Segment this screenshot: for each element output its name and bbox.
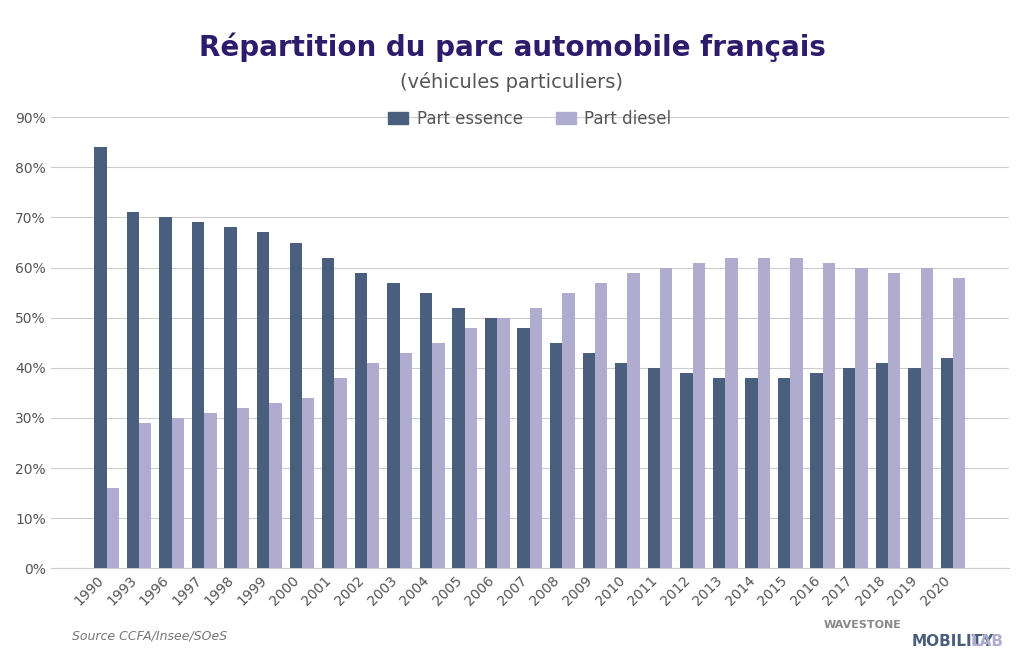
Bar — [323, 258, 335, 568]
Legend: Part essence, Part diesel: Part essence, Part diesel — [382, 103, 678, 134]
Bar — [237, 408, 249, 568]
Bar — [257, 232, 269, 568]
Bar — [628, 273, 640, 568]
Bar — [160, 217, 172, 568]
Text: (véhicules particuliers): (véhicules particuliers) — [400, 72, 624, 92]
Bar — [921, 268, 933, 568]
Text: Répartition du parc automobile français: Répartition du parc automobile français — [199, 33, 825, 62]
Bar — [647, 368, 660, 568]
Bar — [953, 277, 966, 568]
Bar — [517, 328, 529, 568]
Bar — [224, 228, 237, 568]
Bar — [823, 262, 836, 568]
Bar — [778, 378, 791, 568]
Bar — [529, 308, 542, 568]
Bar — [432, 343, 444, 568]
Bar — [498, 318, 510, 568]
Bar — [583, 353, 595, 568]
Bar — [204, 413, 217, 568]
Bar — [191, 222, 204, 568]
Bar — [908, 368, 921, 568]
Bar — [172, 418, 184, 568]
Bar — [354, 273, 367, 568]
Bar — [791, 258, 803, 568]
Bar — [387, 283, 399, 568]
Text: MOBILITY: MOBILITY — [911, 634, 993, 649]
Bar — [465, 328, 477, 568]
Text: WAVESTONE: WAVESTONE — [823, 620, 901, 630]
Bar — [94, 148, 106, 568]
Bar — [127, 213, 139, 568]
Bar — [595, 283, 607, 568]
Bar — [713, 378, 725, 568]
Bar — [758, 258, 770, 568]
Text: LAB: LAB — [971, 634, 1004, 649]
Bar — [550, 343, 562, 568]
Bar — [269, 403, 282, 568]
Bar — [399, 353, 412, 568]
Bar — [660, 268, 673, 568]
Bar — [615, 363, 628, 568]
Bar — [810, 373, 823, 568]
Bar — [692, 262, 705, 568]
Bar — [888, 273, 900, 568]
Bar — [745, 378, 758, 568]
Bar — [367, 363, 379, 568]
Bar — [290, 243, 302, 568]
Bar — [843, 368, 855, 568]
Bar — [485, 318, 498, 568]
Bar — [725, 258, 737, 568]
Bar — [335, 378, 347, 568]
Bar — [562, 293, 574, 568]
Bar — [302, 398, 314, 568]
Bar — [876, 363, 888, 568]
Bar — [855, 268, 867, 568]
Bar — [453, 308, 465, 568]
Bar — [680, 373, 692, 568]
Bar — [420, 293, 432, 568]
Text: Source CCFA/Insee/SOeS: Source CCFA/Insee/SOeS — [72, 630, 226, 643]
Bar — [106, 488, 119, 568]
Bar — [941, 358, 953, 568]
Bar — [139, 423, 152, 568]
